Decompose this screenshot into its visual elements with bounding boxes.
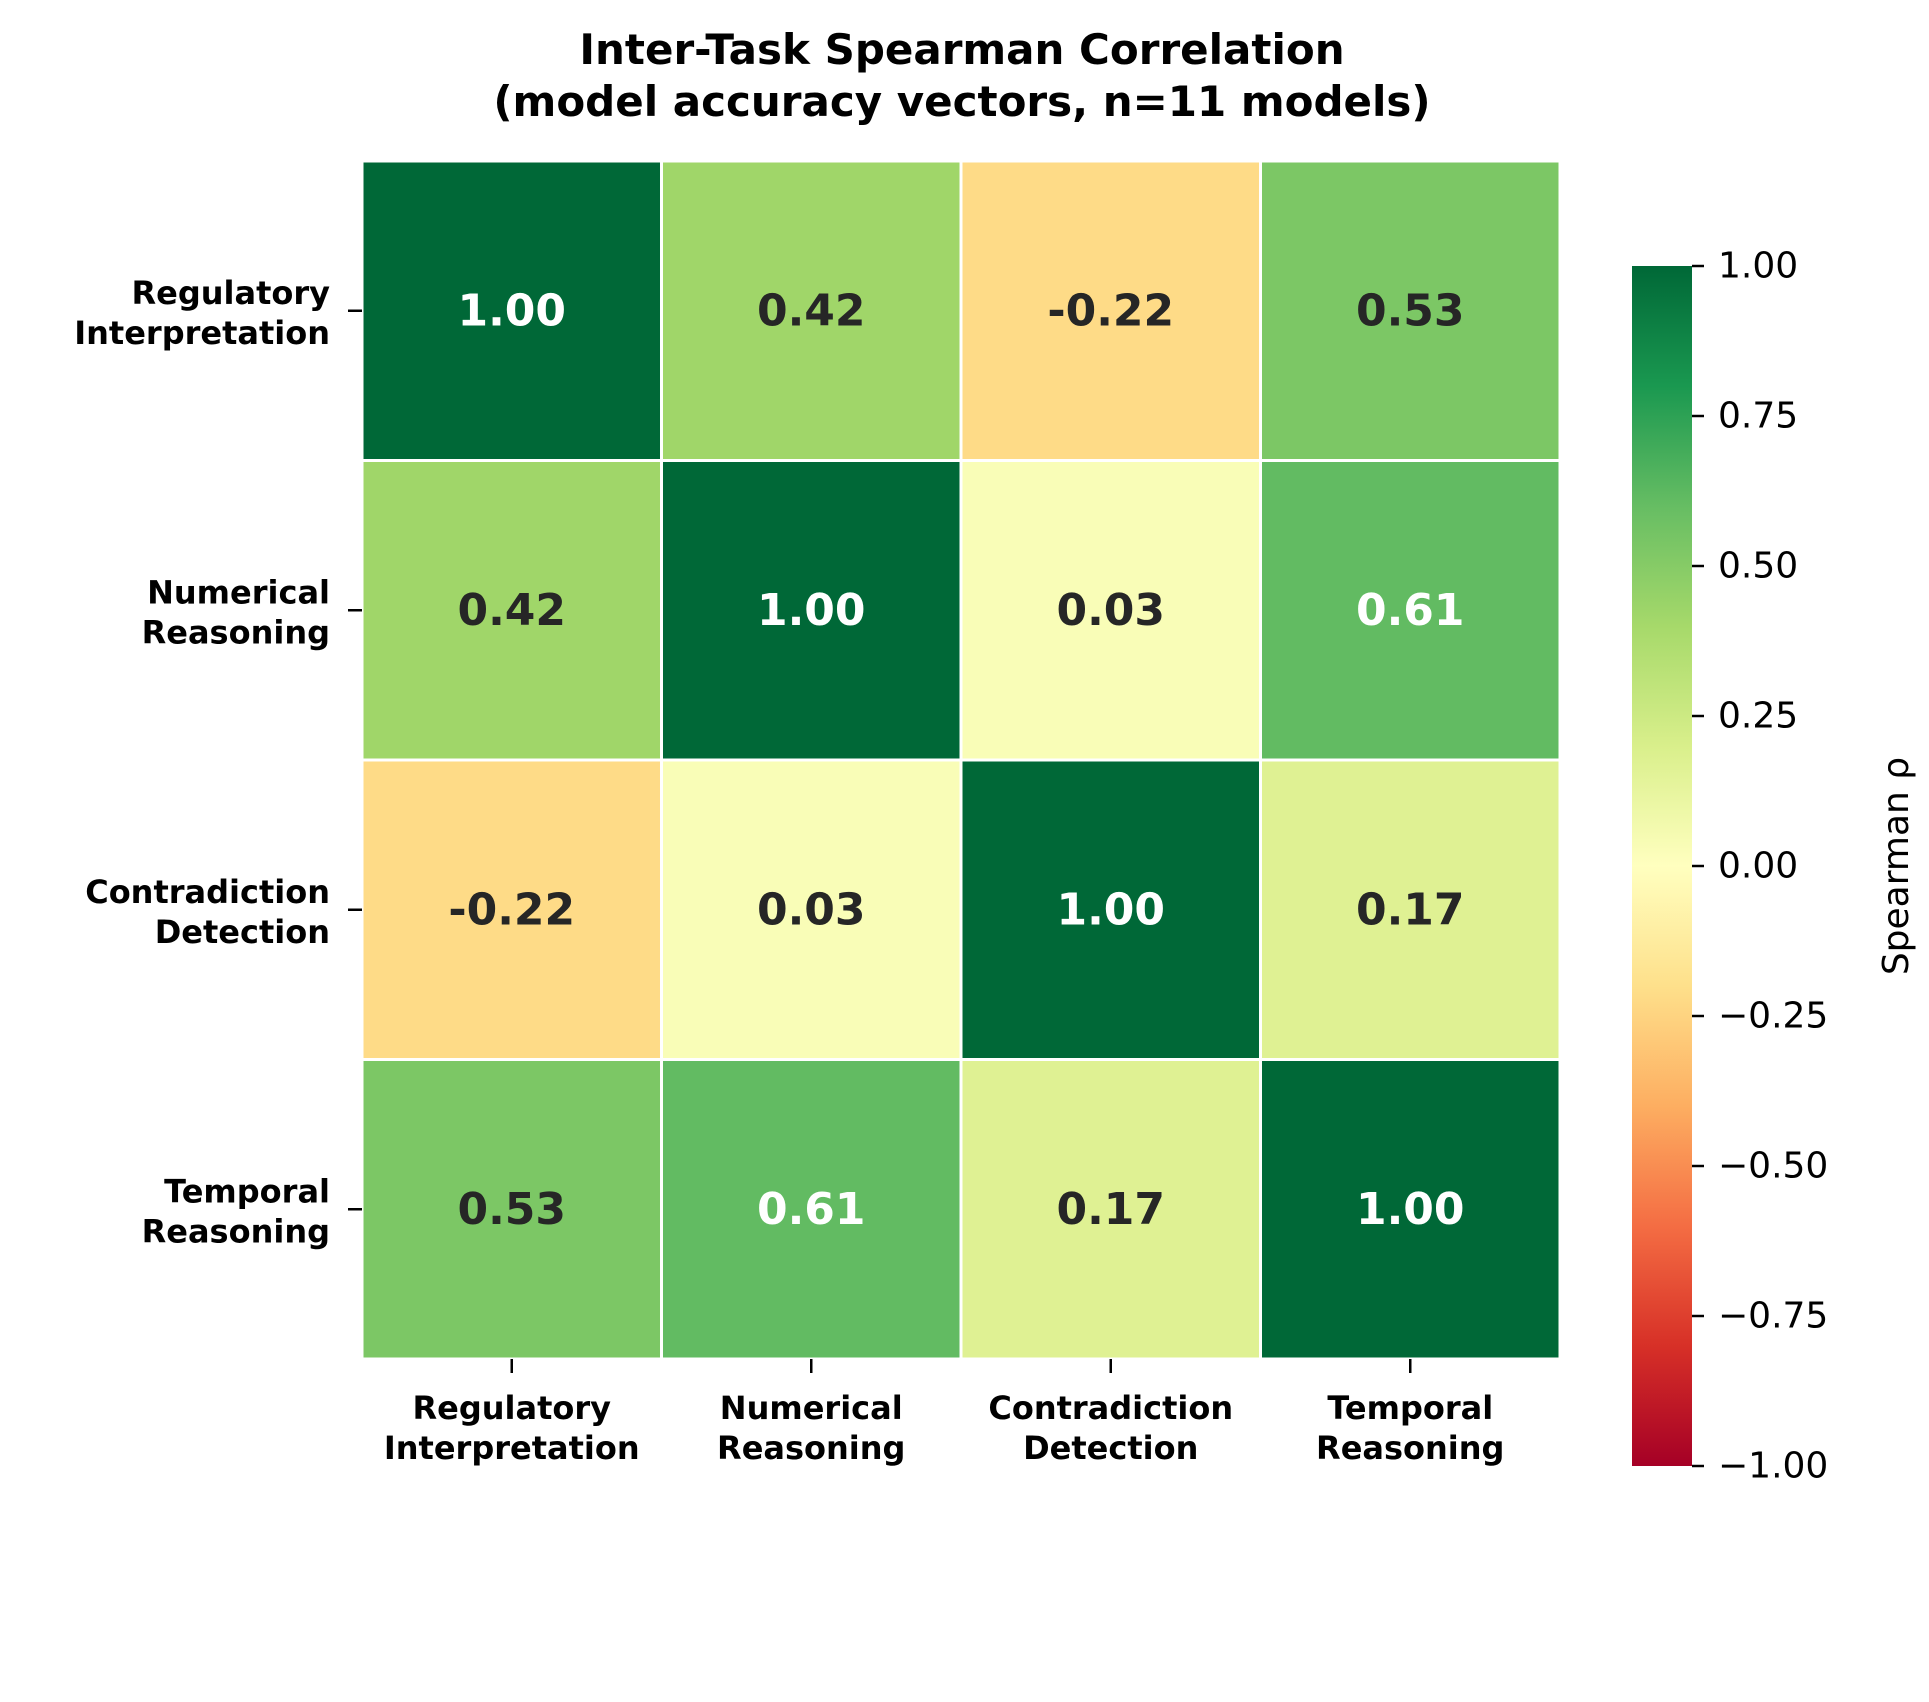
- cell-value-label: 0.42: [757, 285, 866, 336]
- chart-title-line: Inter-Task Spearman Correlation: [579, 25, 1344, 74]
- heatmap-cell: [660, 159, 963, 462]
- y-tick-label: Temporal Reasoning: [142, 1172, 330, 1250]
- cell-value-label: 1.00: [457, 285, 566, 336]
- colorbar: 1.00 0.75 0.50 0.25 0.00 −0.25 −0.50 −0.75 −1.00…: [1632, 246, 1917, 1487]
- heatmap-cell: [959, 1058, 1262, 1361]
- heatmap-cell: [360, 459, 663, 762]
- heatmap-cell: [660, 1058, 963, 1361]
- cell-value-label: -0.22: [1047, 285, 1174, 336]
- colorbar-tick-label: −0.25: [1718, 996, 1828, 1037]
- colorbar-tick-label: −0.75: [1718, 1296, 1828, 1337]
- chart-title: Inter-Task Spearman Correlation (model ac…: [493, 25, 1430, 126]
- heatmap-cell: [1259, 1058, 1562, 1361]
- colorbar-gradient: [1632, 266, 1692, 1466]
- heatmap-cell: [1259, 459, 1562, 762]
- heatmap-cell: [360, 1058, 663, 1361]
- colorbar-tick-label: 0.25: [1718, 696, 1798, 737]
- heatmap-cell: [360, 159, 663, 462]
- y-tick-label: Numerical Reasoning: [142, 573, 330, 651]
- colorbar-tick-label: 0.50: [1718, 546, 1798, 587]
- cell-value-label: 1.00: [1056, 884, 1165, 935]
- heatmap-cell: [660, 758, 963, 1061]
- cell-value-label: 0.61: [1356, 585, 1465, 636]
- cell-value-label: 0.17: [1356, 884, 1465, 935]
- x-tick-label: Numerical Reasoning: [717, 1389, 905, 1467]
- cell-value-label: -0.22: [448, 884, 575, 935]
- cell-value-label: 0.53: [457, 1184, 566, 1235]
- colorbar-title: Spearman ρ: [1876, 757, 1917, 975]
- x-tick-label: Regulatory Interpretation: [384, 1389, 640, 1467]
- cell-value-label: 1.00: [1356, 1184, 1465, 1235]
- heatmap-cell: [660, 459, 963, 762]
- colorbar-tick-label: −1.00: [1718, 1446, 1828, 1487]
- y-axis: Regulatory Interpretation Numerical Reasoni…: [74, 274, 362, 1250]
- y-tick-label: Regulatory Interpretation: [74, 274, 330, 352]
- colorbar-tick-label: 0.75: [1718, 396, 1798, 437]
- colorbar-tick-label: 0.00: [1718, 846, 1798, 887]
- cell-value-label: 0.61: [757, 1184, 866, 1235]
- x-tick-label: Contradiction Detection: [988, 1389, 1233, 1467]
- y-tick-label: Contradiction Detection: [85, 873, 330, 951]
- cell-value-label: 1.00: [757, 585, 866, 636]
- x-axis: Regulatory Interpretation Numerical Reasoni…: [384, 1359, 1504, 1467]
- heatmap-cell: [1259, 159, 1562, 462]
- cell-value-label: 0.03: [757, 884, 866, 935]
- x-tick-label: Temporal Reasoning: [1316, 1389, 1504, 1467]
- colorbar-tick-label: −0.50: [1718, 1146, 1828, 1187]
- chart-title-line: (model accuracy vectors, n=11 models): [493, 77, 1430, 126]
- heatmap-grid: 1.00 0.42 -0.22 0.53 0.42 1.00 0.03 0.61 -0.22 0.…: [360, 159, 1562, 1361]
- colorbar-tick-label: 1.00: [1718, 246, 1798, 287]
- heatmap-cell: [959, 159, 1262, 462]
- heatmap-cell: [1259, 758, 1562, 1061]
- cell-value-label: 0.42: [457, 585, 566, 636]
- cell-value-label: 0.17: [1056, 1184, 1165, 1235]
- cell-value-label: 0.03: [1056, 585, 1165, 636]
- cell-value-label: 0.53: [1356, 285, 1465, 336]
